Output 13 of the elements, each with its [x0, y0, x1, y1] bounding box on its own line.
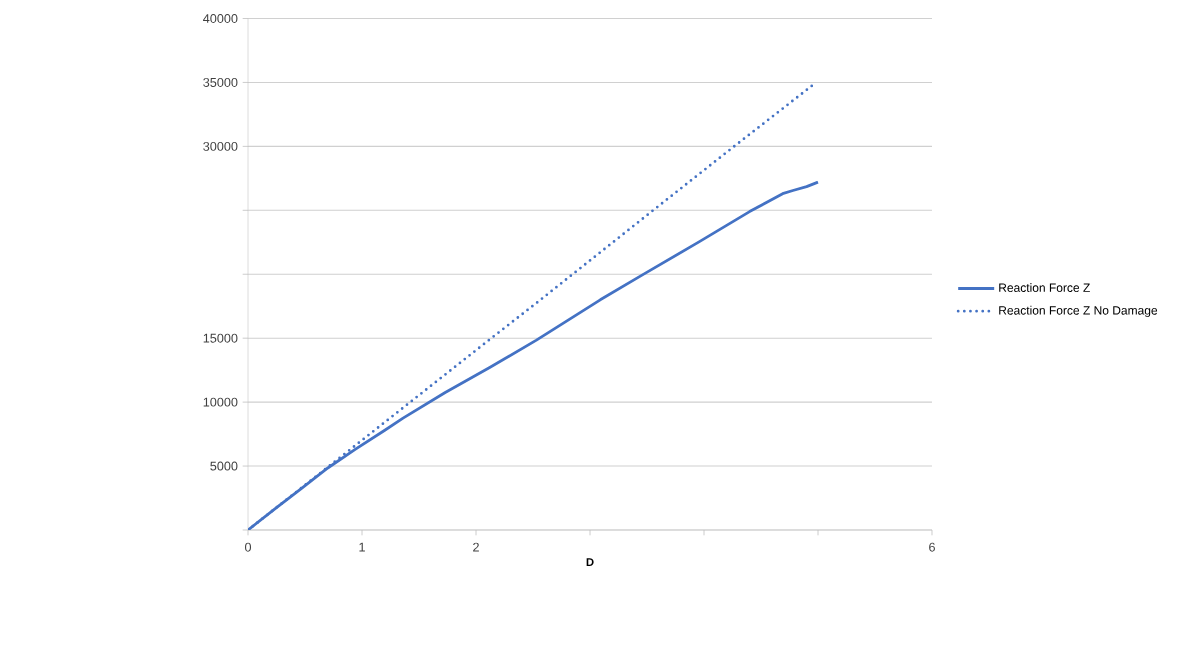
- x-axis-title: D: [586, 558, 594, 566]
- y-tick-label: 35000: [203, 77, 238, 87]
- y-tick-label: 40000: [203, 14, 238, 23]
- y-tick-label: 5000: [210, 461, 238, 471]
- y-tick-label: 10000: [203, 397, 238, 407]
- x-tick-label: 2: [473, 542, 479, 552]
- x-tick-label: 1: [359, 542, 365, 552]
- y-tick-label: 15000: [203, 333, 238, 343]
- y-tick-label: 30000: [203, 141, 238, 151]
- legend-label: Reaction Force Z: [999, 283, 1090, 292]
- x-tick-label: 6: [929, 542, 935, 552]
- x-tick-label: 0: [244, 542, 252, 552]
- legend-label: Reaction Force Z No Damage: [999, 305, 1158, 317]
